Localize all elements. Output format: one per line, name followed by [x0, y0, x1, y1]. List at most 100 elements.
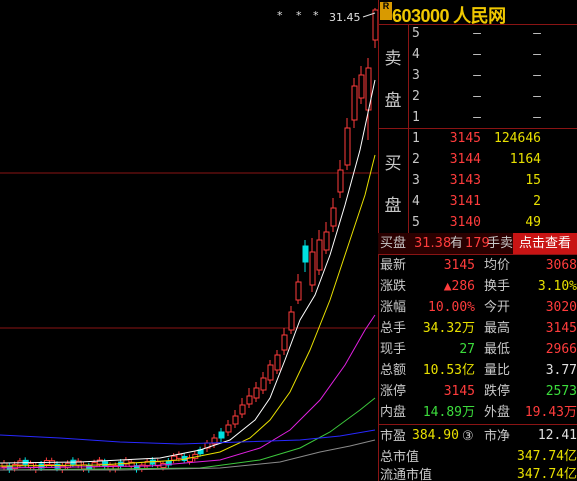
quote-key: 跌停: [484, 384, 511, 399]
candle-body: [267, 364, 274, 381]
stock-title: 603000 人民网: [392, 2, 506, 28]
pe-pb-row: 市盈 384.90 ③ 市净 12.41: [378, 425, 577, 446]
ma20-line: [0, 314, 376, 469]
bid-volume: 15: [525, 173, 541, 188]
candle-body: [288, 311, 295, 331]
candle-group: [1, 8, 378, 473]
ask-row-3[interactable]: 3 – –: [408, 65, 577, 86]
pe-value: 384.90: [412, 428, 459, 443]
candle-body: [112, 464, 119, 470]
bid-row-4[interactable]: 4 3141 2: [408, 191, 577, 212]
bid-row-3[interactable]: 3 3143 15: [408, 170, 577, 191]
quote-row: 涨停 3145 跌停 2573: [378, 381, 577, 402]
chart-marker-3: *: [313, 9, 319, 22]
quote-key: 现手: [380, 342, 407, 357]
bid-price: 3144: [449, 152, 481, 167]
quote-value: 14.89万: [422, 405, 475, 420]
ask-level: 3: [412, 68, 420, 83]
ask-row-5[interactable]: 5 – –: [408, 23, 577, 44]
candle-body: [344, 127, 351, 166]
kline-svg[interactable]: * * * 31.45: [0, 0, 378, 481]
quote-value: 3.10%: [537, 279, 577, 294]
quote-row: 总手 34.32万 最高 3145: [378, 318, 577, 339]
quote-panel: R 603000 人民网 卖 盘 5 – – 4 – – 3 – – 2 – – …: [378, 0, 577, 481]
buybar-hands: 179: [465, 236, 490, 251]
divider-asks-bids: [378, 128, 577, 129]
high-price-label: 31.45: [329, 11, 361, 24]
quote-value: 2573: [545, 384, 577, 399]
ma5-line: [0, 79, 376, 464]
ask-volume: –: [533, 110, 541, 125]
quote-value: 3020: [545, 300, 577, 315]
candle-body: [316, 239, 323, 271]
buybar-price: 31.38: [414, 236, 452, 251]
quote-key: 内盘: [380, 405, 407, 420]
candle-body: [171, 455, 178, 461]
quote-value: 19.43万: [524, 405, 577, 420]
candle-body: [260, 377, 267, 391]
ask-row-2[interactable]: 2 – –: [408, 86, 577, 107]
candle-body: [330, 207, 337, 227]
total-mv-value: 347.74亿: [517, 449, 577, 464]
click-view-button[interactable]: 点击查看: [513, 233, 577, 254]
ask-level: 1: [412, 110, 420, 125]
bid-volume: 2: [533, 194, 541, 209]
kline-chart[interactable]: * * * 31.45: [0, 0, 378, 481]
quote-value: 34.32万: [422, 321, 475, 336]
quote-value: 3145: [443, 384, 475, 399]
quote-value: 3068: [545, 258, 577, 273]
quote-key: 最新: [380, 258, 407, 273]
bid-level: 2: [412, 152, 420, 167]
bid-row-5[interactable]: 5 3140 49: [408, 212, 577, 233]
buy-pressure-bar: 买盘 31.38 有 179 手卖 点击查看: [378, 233, 577, 254]
candle-body: [358, 74, 365, 99]
bid-price: 3145: [449, 131, 481, 146]
quote-key: 换手: [484, 279, 511, 294]
quote-key: 总手: [380, 321, 407, 336]
bid-price: 3141: [449, 194, 481, 209]
buybar-has: 有: [450, 236, 464, 251]
bid-row-1[interactable]: 1 3145 124646: [408, 128, 577, 149]
quote-value: 10.53亿: [422, 363, 475, 378]
candle-body: [351, 85, 358, 121]
pe-mark: ③: [462, 428, 474, 443]
bid-price: 3140: [449, 215, 481, 230]
candle-body: [323, 231, 330, 251]
ask-price: –: [473, 68, 481, 83]
bid-row-2[interactable]: 2 3144 1164: [408, 149, 577, 170]
quote-row: 现手 27 最低 2966: [378, 339, 577, 360]
quote-value: 2966: [545, 342, 577, 357]
ask-row-1[interactable]: 1 – –: [408, 107, 577, 128]
candle-body: [274, 354, 281, 371]
total-mv-row: 总市值 347.74亿: [378, 446, 577, 467]
ask-price: –: [473, 110, 481, 125]
ask-price: –: [473, 89, 481, 104]
bid-volume: 49: [525, 215, 541, 230]
bid-price: 3143: [449, 173, 481, 188]
quote-key: 最低: [484, 342, 511, 357]
pb-value: 12.41: [537, 428, 577, 443]
ask-row-4[interactable]: 4 – –: [408, 44, 577, 65]
quote-key: 涨幅: [380, 300, 407, 315]
high-price-pointer: [362, 12, 376, 18]
ask-volume: –: [533, 89, 541, 104]
bid-volume: 1164: [509, 152, 541, 167]
quote-row: 最新 3145 均价 3068: [378, 255, 577, 276]
candle-body: [211, 437, 218, 445]
quote-row: 涨跌 ▲286 换手 3.10%: [378, 276, 577, 297]
quote-key: 总额: [380, 363, 407, 378]
quote-key: 均价: [484, 258, 511, 273]
sell-label-top: 卖: [384, 49, 402, 69]
divider-title: [378, 24, 577, 25]
sell-label-bottom: 盘: [384, 91, 402, 111]
divider-market: [378, 424, 577, 425]
chart-marker-2: *: [296, 9, 302, 22]
quote-row: 总额 10.53亿 量比 3.77: [378, 360, 577, 381]
candle-body: [12, 464, 19, 470]
ask-volume: –: [533, 68, 541, 83]
ask-level: 5: [412, 26, 420, 41]
candle-body: [218, 431, 225, 439]
candle-body: [372, 9, 378, 41]
ma10-line: [0, 154, 376, 467]
candle-body: [302, 245, 309, 263]
